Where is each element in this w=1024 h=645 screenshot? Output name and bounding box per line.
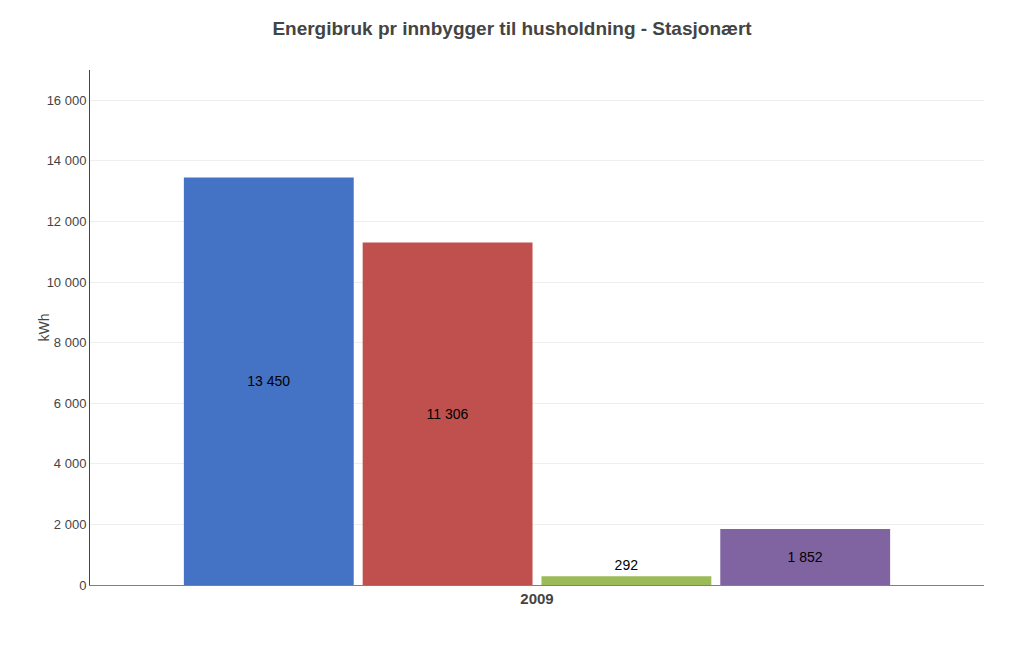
svg-text:16 000: 16 000 xyxy=(47,93,87,108)
svg-text:0: 0 xyxy=(79,578,86,593)
svg-text:6 000: 6 000 xyxy=(54,396,87,411)
svg-text:1 852: 1 852 xyxy=(788,549,823,565)
svg-text:10 000: 10 000 xyxy=(47,275,87,290)
svg-text:13 450: 13 450 xyxy=(247,373,290,389)
svg-text:11 306: 11 306 xyxy=(427,406,469,422)
svg-text:292: 292 xyxy=(615,557,639,573)
svg-text:8 000: 8 000 xyxy=(54,335,87,350)
svg-text:12 000: 12 000 xyxy=(47,214,87,229)
svg-text:Energibruk pr innbygger til hu: Energibruk pr innbygger til husholdning … xyxy=(272,18,752,39)
svg-text:kWh: kWh xyxy=(36,314,52,342)
svg-text:4 000: 4 000 xyxy=(54,456,87,471)
svg-text:2009: 2009 xyxy=(520,590,553,607)
svg-text:14 000: 14 000 xyxy=(47,153,87,168)
svg-text:2 000: 2 000 xyxy=(54,517,87,532)
